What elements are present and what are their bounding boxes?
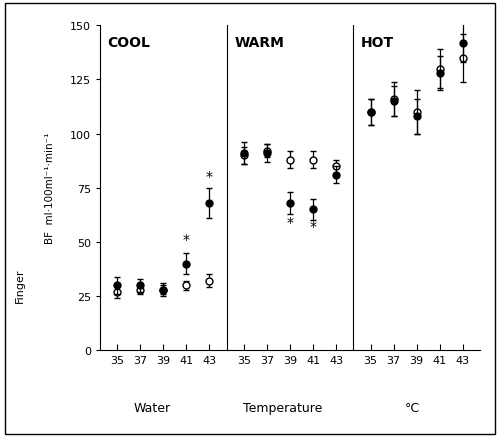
Text: *: *	[183, 233, 190, 247]
Text: HOT: HOT	[361, 36, 394, 50]
Text: BF  ml·100ml⁻¹·min⁻¹: BF ml·100ml⁻¹·min⁻¹	[45, 133, 55, 244]
Text: *: *	[286, 215, 294, 230]
Text: Water: Water	[134, 401, 171, 414]
Text: Temperature: Temperature	[243, 401, 322, 414]
Text: COOL: COOL	[108, 36, 150, 50]
Text: Finger: Finger	[15, 268, 25, 302]
Text: *: *	[310, 220, 316, 234]
Text: °C: °C	[405, 401, 420, 414]
Text: WARM: WARM	[234, 36, 284, 50]
Text: *: *	[206, 170, 213, 184]
